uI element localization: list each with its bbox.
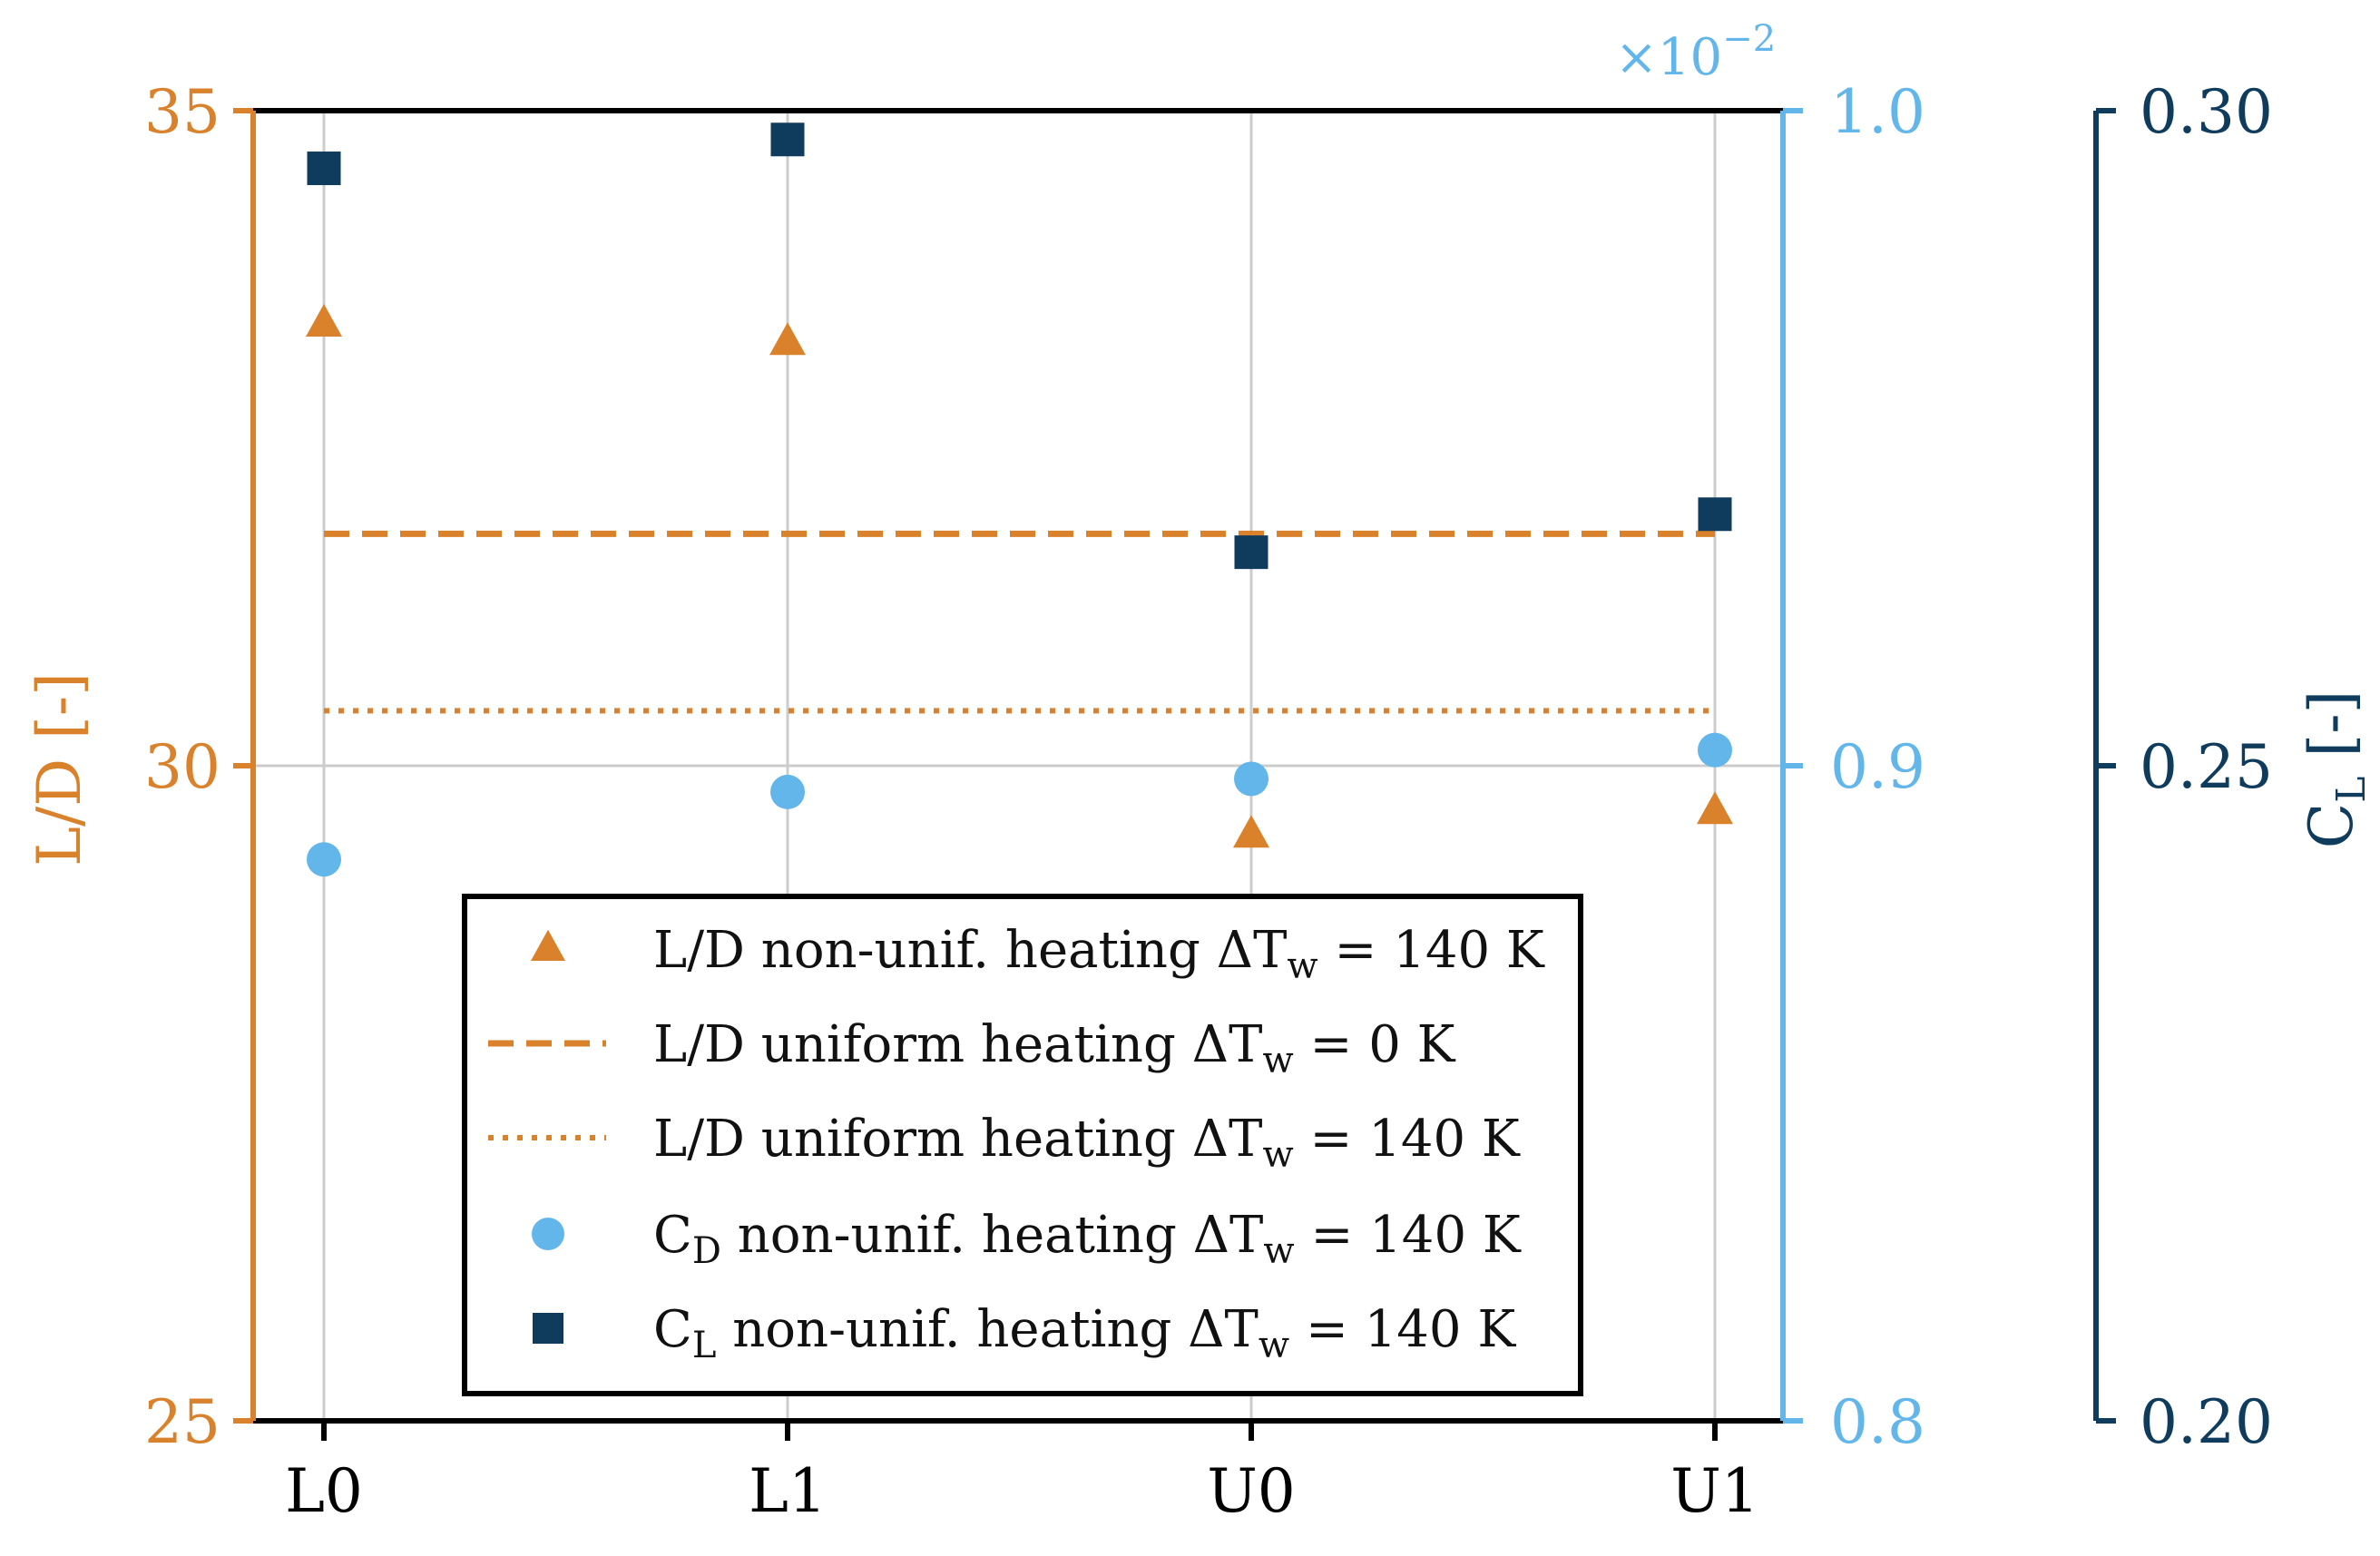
right-axis-cd-tick-label: 0.9	[1830, 732, 1925, 802]
legend-entry-4: CD non-unif. heating ΔTw = 140 K	[532, 1206, 1522, 1272]
point-ld_nonunif-U0	[1233, 815, 1269, 848]
right-axis-cl-tick-label: 0.25	[2140, 732, 2273, 802]
right-axis-cd-multiplier: ×10−2	[1615, 18, 1776, 87]
left-axis-tick-label: 35	[144, 77, 220, 147]
legend-label: CL non-unif. heating ΔTw = 140 K	[653, 1300, 1516, 1366]
legend-marker-circle	[532, 1218, 564, 1250]
legend-marker-square	[533, 1313, 563, 1344]
point-ld_nonunif-U1	[1697, 791, 1733, 825]
legend-entry-1: L/D non-unif. heating ΔTw = 140 K	[531, 921, 1545, 987]
legend-label: L/D uniform heating ΔTw = 140 K	[653, 1110, 1521, 1176]
legend-marker-triangle	[531, 929, 565, 961]
point-cl_nonunif-U1	[1698, 497, 1732, 532]
point-ld_nonunif-L1	[769, 322, 806, 356]
right-axis-cd-tick-label: 1.0	[1830, 77, 1925, 147]
point-cl_nonunif-L0	[307, 152, 341, 186]
x-axis-tick-label-U1: U1	[1670, 1456, 1759, 1526]
legend-label: CD non-unif. heating ΔTw = 140 K	[653, 1206, 1522, 1272]
point-ld_nonunif-L0	[306, 304, 342, 338]
point-cd_nonunif-U0	[1234, 761, 1268, 797]
point-cl_nonunif-U0	[1234, 535, 1268, 570]
x-axis-tick-label-L0: L0	[285, 1456, 363, 1526]
left-axis-tick-label: 25	[144, 1387, 220, 1457]
legend-entry-5: CL non-unif. heating ΔTw = 140 K	[533, 1300, 1516, 1366]
right-axis-cl-label: CL [-]	[2297, 690, 2375, 849]
right-axis-cd-tick-label: 0.8	[1830, 1387, 1925, 1457]
point-cd_nonunif-L1	[770, 774, 805, 809]
legend-label: L/D uniform heating ΔTw = 0 K	[653, 1015, 1456, 1081]
right-axis-cl-tick-label: 0.20	[2140, 1387, 2273, 1457]
point-cd_nonunif-U1	[1698, 732, 1732, 768]
x-axis-tick-label-U0: U0	[1207, 1456, 1296, 1526]
legend-label: L/D non-unif. heating ΔTw = 140 K	[653, 921, 1545, 987]
legend-entry-2: L/D uniform heating ΔTw = 0 K	[488, 1015, 1456, 1081]
right-axis-cl-tick-label: 0.30	[2140, 77, 2273, 147]
point-cl_nonunif-L1	[770, 122, 805, 157]
x-axis-tick-label-L1: L1	[749, 1456, 827, 1526]
left-axis-label: L/D [-]	[24, 672, 94, 866]
legend-entry-3: L/D uniform heating ΔTw = 140 K	[488, 1110, 1521, 1176]
point-cd_nonunif-L0	[307, 842, 341, 877]
legend-box	[462, 894, 1583, 1396]
left-axis-tick-label: 30	[144, 732, 220, 802]
legend: L/D non-unif. heating ΔTw = 140 K L/D uni…	[462, 894, 1583, 1396]
